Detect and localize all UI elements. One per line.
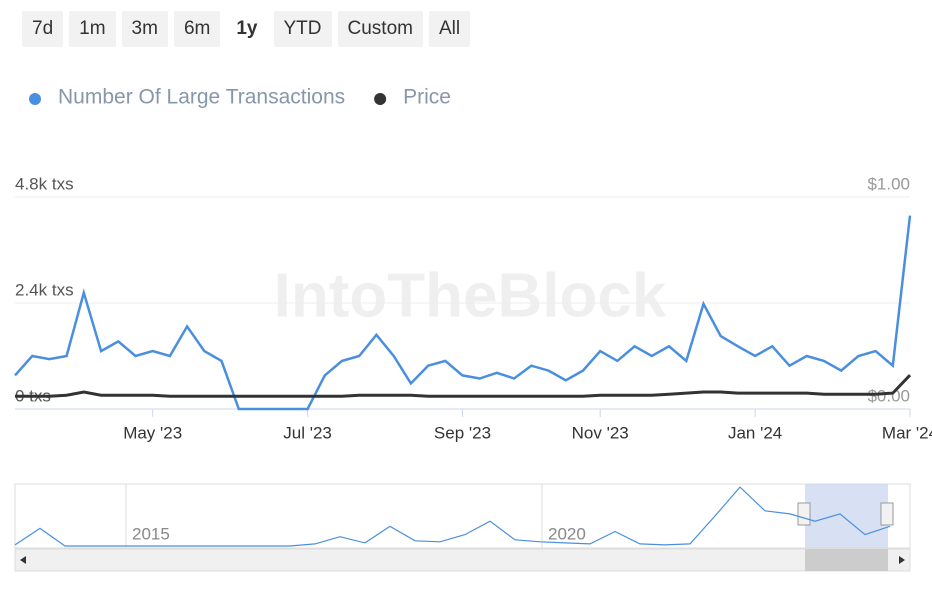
- range-button[interactable]: YTD: [273, 11, 332, 47]
- x-tick-label: Jan '24: [728, 423, 782, 442]
- y-tick-label: 2.4k txs: [15, 280, 74, 299]
- scroll-left[interactable]: [20, 556, 26, 564]
- y-tick-label: 4.8k txs: [15, 174, 74, 193]
- y2-tick-label: $1.00: [867, 174, 910, 193]
- legend-label: Number Of Large Transactions: [58, 86, 345, 109]
- legend-marker: [29, 93, 41, 105]
- navigator-handle[interactable]: [797, 502, 811, 526]
- navigator-label: 2020: [548, 524, 586, 543]
- range-button[interactable]: 1y: [226, 11, 268, 47]
- range-button[interactable]: All: [428, 11, 471, 47]
- range-button[interactable]: 3m: [121, 11, 168, 47]
- watermark: IntoTheBlock: [274, 261, 667, 330]
- navigator-handle[interactable]: [880, 502, 894, 526]
- navigator-frame: [14, 483, 911, 549]
- x-tick-label: Sep '23: [434, 423, 491, 442]
- navigator-label: 2015: [132, 524, 170, 543]
- navigator-window[interactable]: [805, 484, 888, 548]
- navigator-line: [14, 486, 891, 547]
- scrollbar-track[interactable]: [14, 548, 911, 572]
- series-line: [14, 215, 912, 411]
- range-button[interactable]: 7d: [22, 11, 64, 47]
- range-button[interactable]: 1m: [69, 11, 116, 47]
- x-tick-label: May '23: [123, 423, 182, 442]
- legend-marker: [374, 93, 387, 105]
- range-buttons: 7d 1m 3m 6m 1y YTD Custom All: [22, 11, 471, 47]
- scrollbar-thumb[interactable]: [805, 549, 888, 571]
- y2-tick-label: $0.00: [867, 386, 910, 405]
- scroll-right[interactable]: [899, 556, 905, 564]
- range-button[interactable]: 6m: [173, 11, 221, 47]
- range-button[interactable]: Custom: [337, 11, 423, 47]
- x-tick-label: Jul '23: [283, 423, 332, 442]
- x-tick-label: Nov '23: [572, 423, 629, 442]
- x-tick-label: Mar '24: [882, 423, 932, 442]
- legend-label: Price: [403, 86, 451, 109]
- series-line: [15, 374, 912, 398]
